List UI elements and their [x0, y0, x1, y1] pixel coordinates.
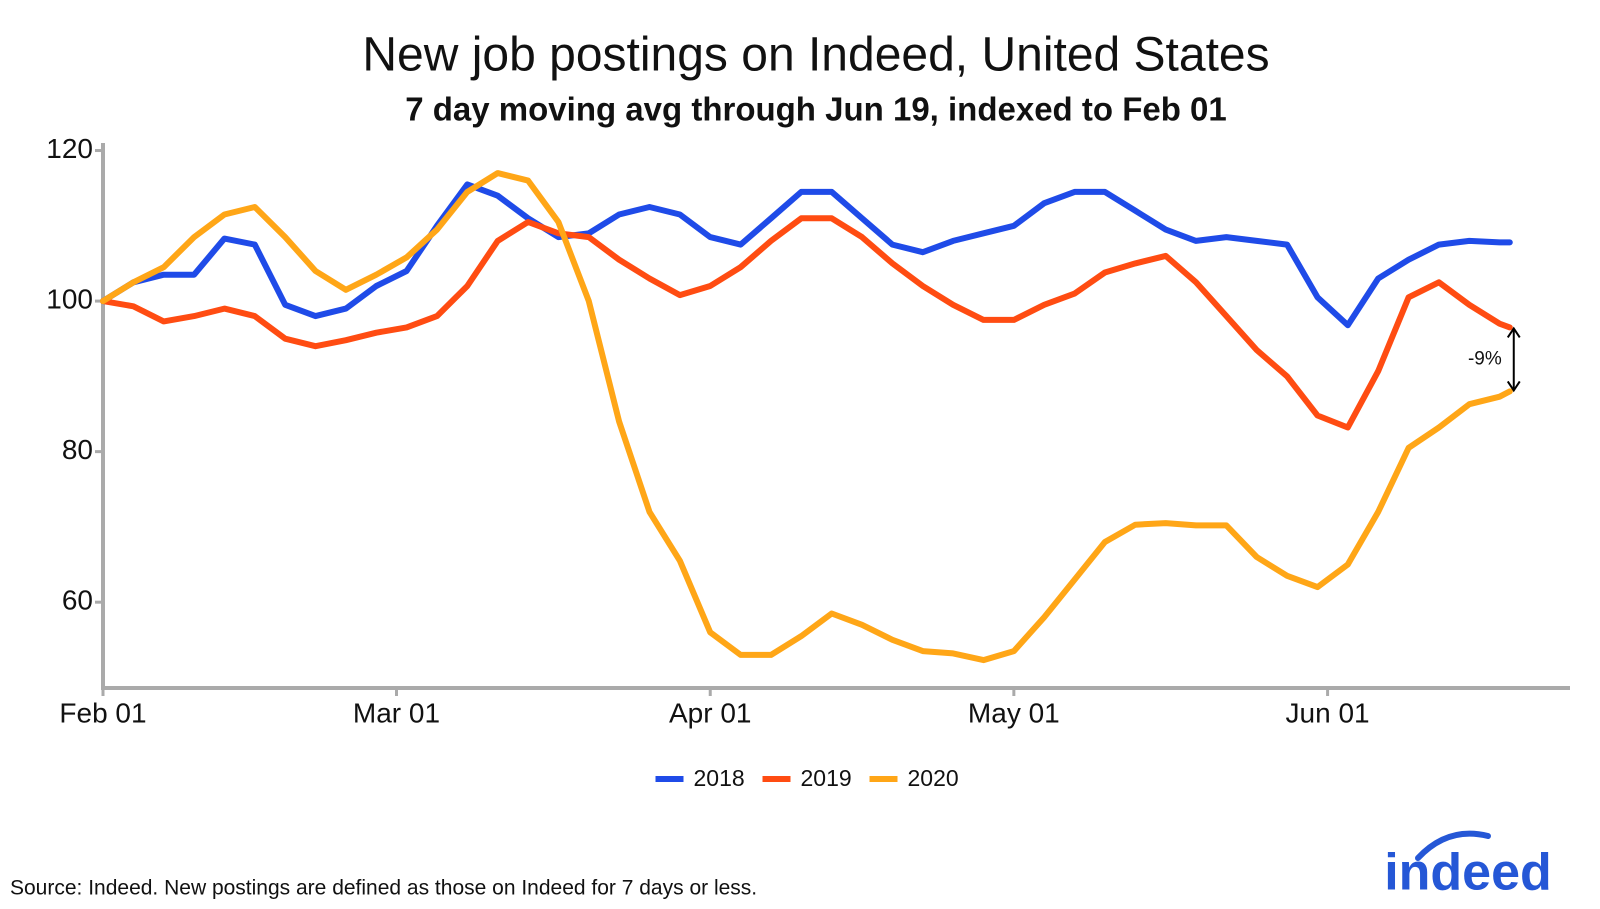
series-line	[100, 181, 1513, 329]
y-tick-label: 100	[46, 283, 93, 314]
legend-label: 2020	[908, 765, 959, 791]
source-note: Source: Indeed. New postings are defined…	[10, 877, 757, 900]
arrow-head	[1506, 326, 1521, 393]
logo: indeed	[1384, 844, 1552, 902]
series-line	[100, 215, 1513, 431]
chart-title: New job postings on Indeed, United State…	[362, 29, 1269, 82]
y-tick-label: 60	[62, 585, 93, 616]
legend-label: 2019	[801, 765, 852, 791]
logo-arc	[1415, 830, 1491, 861]
y-tick-label: 80	[62, 434, 93, 465]
x-tick-label: Feb 01	[59, 697, 146, 728]
chart-subtitle: 7 day moving avg through Jun 19, indexed…	[405, 91, 1227, 128]
y-tick-label: 120	[46, 133, 93, 164]
x-tick-label: Jun 01	[1286, 697, 1370, 728]
annotation: -9%	[1468, 348, 1502, 369]
series-line	[100, 170, 1513, 664]
x-tick-label: Apr 01	[669, 697, 752, 728]
x-tick-label: May 01	[968, 697, 1060, 728]
legend-label: 2018	[694, 765, 745, 791]
x-tick-label: Mar 01	[353, 697, 440, 728]
